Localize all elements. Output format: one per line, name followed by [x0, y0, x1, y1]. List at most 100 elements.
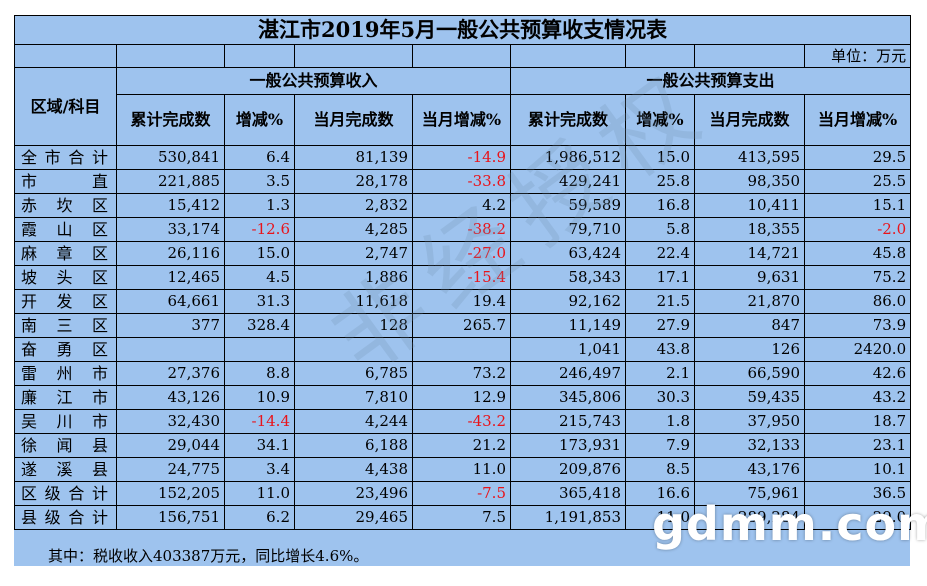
region-cell: 开发区: [14, 289, 117, 314]
value-cell: 11,149: [510, 313, 626, 338]
value-cell: 15,412: [116, 193, 225, 218]
column-header: 当月增减%: [412, 94, 511, 146]
value-cell: 34.1: [224, 433, 295, 458]
value-cell: 2,832: [294, 193, 413, 218]
table-row: 雷州市 27,376 8.8 6,785 73.2 246,497 2.1 66,590 42.…: [14, 361, 912, 386]
value-cell: 377: [116, 313, 225, 338]
value-cell: 6,188: [294, 433, 413, 458]
value-cell: 152,205: [116, 481, 225, 506]
value-cell: 4.2: [412, 193, 511, 218]
value-cell: 4,244: [294, 409, 413, 434]
value-cell: 1.8: [625, 409, 695, 434]
table-row: 县级合计 156,751 6.2 29,465 7.5 1,191,853 11.0 289,…: [14, 505, 912, 530]
value-cell: 43.2: [803, 385, 912, 410]
value-cell: [412, 337, 511, 362]
table-row: 廉江市 43,126 10.9 7,810 12.9 345,806 30.3 59,435 4…: [14, 385, 912, 410]
column-header: 累计完成数: [116, 94, 225, 146]
table-row: 开发区 64,661 31.3 11,618 19.4 92,162 21.5 21,870 8…: [14, 289, 912, 314]
value-cell: 31.3: [224, 289, 295, 314]
value-cell: 173,931: [510, 433, 626, 458]
column-header: 增减%: [625, 94, 695, 146]
value-cell: 11.0: [625, 505, 695, 530]
region-cell: 麻章区: [14, 241, 117, 266]
value-cell: 3.4: [224, 457, 295, 482]
table-row: 吴川市 32,430 -14.4 4,244 -43.2 215,743 1.8 37,950…: [14, 409, 912, 434]
value-cell: -2.0: [803, 217, 912, 242]
value-cell: 2420.0: [803, 337, 912, 362]
value-cell: 8.5: [625, 457, 695, 482]
region-cell: 赤坎区: [14, 193, 117, 218]
value-cell: 1,986,512: [510, 145, 626, 170]
region-cell: 雷州市: [14, 361, 117, 386]
value-cell: 21.2: [412, 433, 511, 458]
value-cell: 17.1: [625, 265, 695, 290]
value-cell: 25.8: [625, 169, 695, 194]
value-cell: 7.9: [625, 433, 695, 458]
table-row: 南三区 377 328.4 128 265.7 11,149 27.9 847 73.9: [14, 313, 912, 338]
value-cell: 847: [694, 313, 805, 338]
table-row: 全市合计 530,841 6.4 81,139 -14.9 1,986,512 15.0 41…: [14, 145, 912, 170]
region-cell: 坡头区: [14, 265, 117, 290]
table-row: 麻章区 26,116 15.0 2,747 -27.0 63,424 22.4 14,721 4…: [14, 241, 912, 266]
value-cell: 42.6: [803, 361, 912, 386]
value-cell: 1.3: [224, 193, 295, 218]
unit-label: 单位：万元: [803, 44, 912, 68]
value-cell: 7,810: [294, 385, 413, 410]
value-cell: [116, 337, 225, 362]
value-cell: 27,376: [116, 361, 225, 386]
region-cell: 霞山区: [14, 217, 117, 242]
region-cell: 吴川市: [14, 409, 117, 434]
value-cell: 16.6: [625, 481, 695, 506]
value-cell: -14.9: [412, 145, 511, 170]
table-row: 徐闻县 29,044 34.1 6,188 21.2 173,931 7.9 32,133 23…: [14, 433, 912, 458]
value-cell: 15.1: [803, 193, 912, 218]
value-cell: 75.2: [803, 265, 912, 290]
value-cell: 9,631: [694, 265, 805, 290]
region-cell: 南三区: [14, 313, 117, 338]
value-cell: 10.9: [224, 385, 295, 410]
value-cell: -43.2: [412, 409, 511, 434]
value-cell: 12,465: [116, 265, 225, 290]
value-cell: 365,418: [510, 481, 626, 506]
value-cell: 92,162: [510, 289, 626, 314]
table-row: 坡头区 12,465 4.5 1,886 -15.4 58,343 17.1 9,631 75.…: [14, 265, 912, 290]
value-cell: 37,950: [694, 409, 805, 434]
value-cell: 59,589: [510, 193, 626, 218]
revenue-group-header: 一般公共预算收入: [116, 67, 511, 95]
value-cell: 36.5: [803, 481, 912, 506]
value-cell: 7.5: [412, 505, 511, 530]
value-cell: 32,133: [694, 433, 805, 458]
value-cell: 45.8: [803, 241, 912, 266]
value-cell: 345,806: [510, 385, 626, 410]
value-cell: 24,775: [116, 457, 225, 482]
value-cell: 23,496: [294, 481, 413, 506]
value-cell: 11.0: [224, 481, 295, 506]
value-cell: 21,870: [694, 289, 805, 314]
value-cell: -14.4: [224, 409, 295, 434]
value-cell: 25.5: [803, 169, 912, 194]
region-cell: 奋勇区: [14, 337, 117, 362]
table-row: 霞山区 33,174 -12.6 4,285 -38.2 79,710 5.8 18,355-…: [14, 217, 912, 242]
value-cell: 43,126: [116, 385, 225, 410]
region-cell: 区级合计: [14, 481, 117, 506]
value-cell: 26,116: [116, 241, 225, 266]
value-cell: 29.0: [803, 505, 912, 530]
region-cell: 廉江市: [14, 385, 117, 410]
value-cell: 79,710: [510, 217, 626, 242]
value-cell: -38.2: [412, 217, 511, 242]
spreadsheet: 湛江市2019年5月一般公共预算收支情况表 单位：万元 区域/科目 一般公共预算…: [13, 15, 912, 566]
region-cell: 全市合计: [14, 145, 117, 170]
value-cell: 29,465: [294, 505, 413, 530]
value-cell: 156,751: [116, 505, 225, 530]
value-cell: 75,961: [694, 481, 805, 506]
value-cell: 6.4: [224, 145, 295, 170]
value-cell: 4,285: [294, 217, 413, 242]
value-cell: 215,743: [510, 409, 626, 434]
table-row: 市直 221,885 3.5 28,178 -33.8 429,241 25.8 98,350…: [14, 169, 912, 194]
column-header: 累计完成数: [510, 94, 626, 146]
value-cell: 33,174: [116, 217, 225, 242]
value-cell: -33.8: [412, 169, 511, 194]
value-cell: 126: [694, 337, 805, 362]
value-cell: 6,785: [294, 361, 413, 386]
value-cell: 15.0: [224, 241, 295, 266]
